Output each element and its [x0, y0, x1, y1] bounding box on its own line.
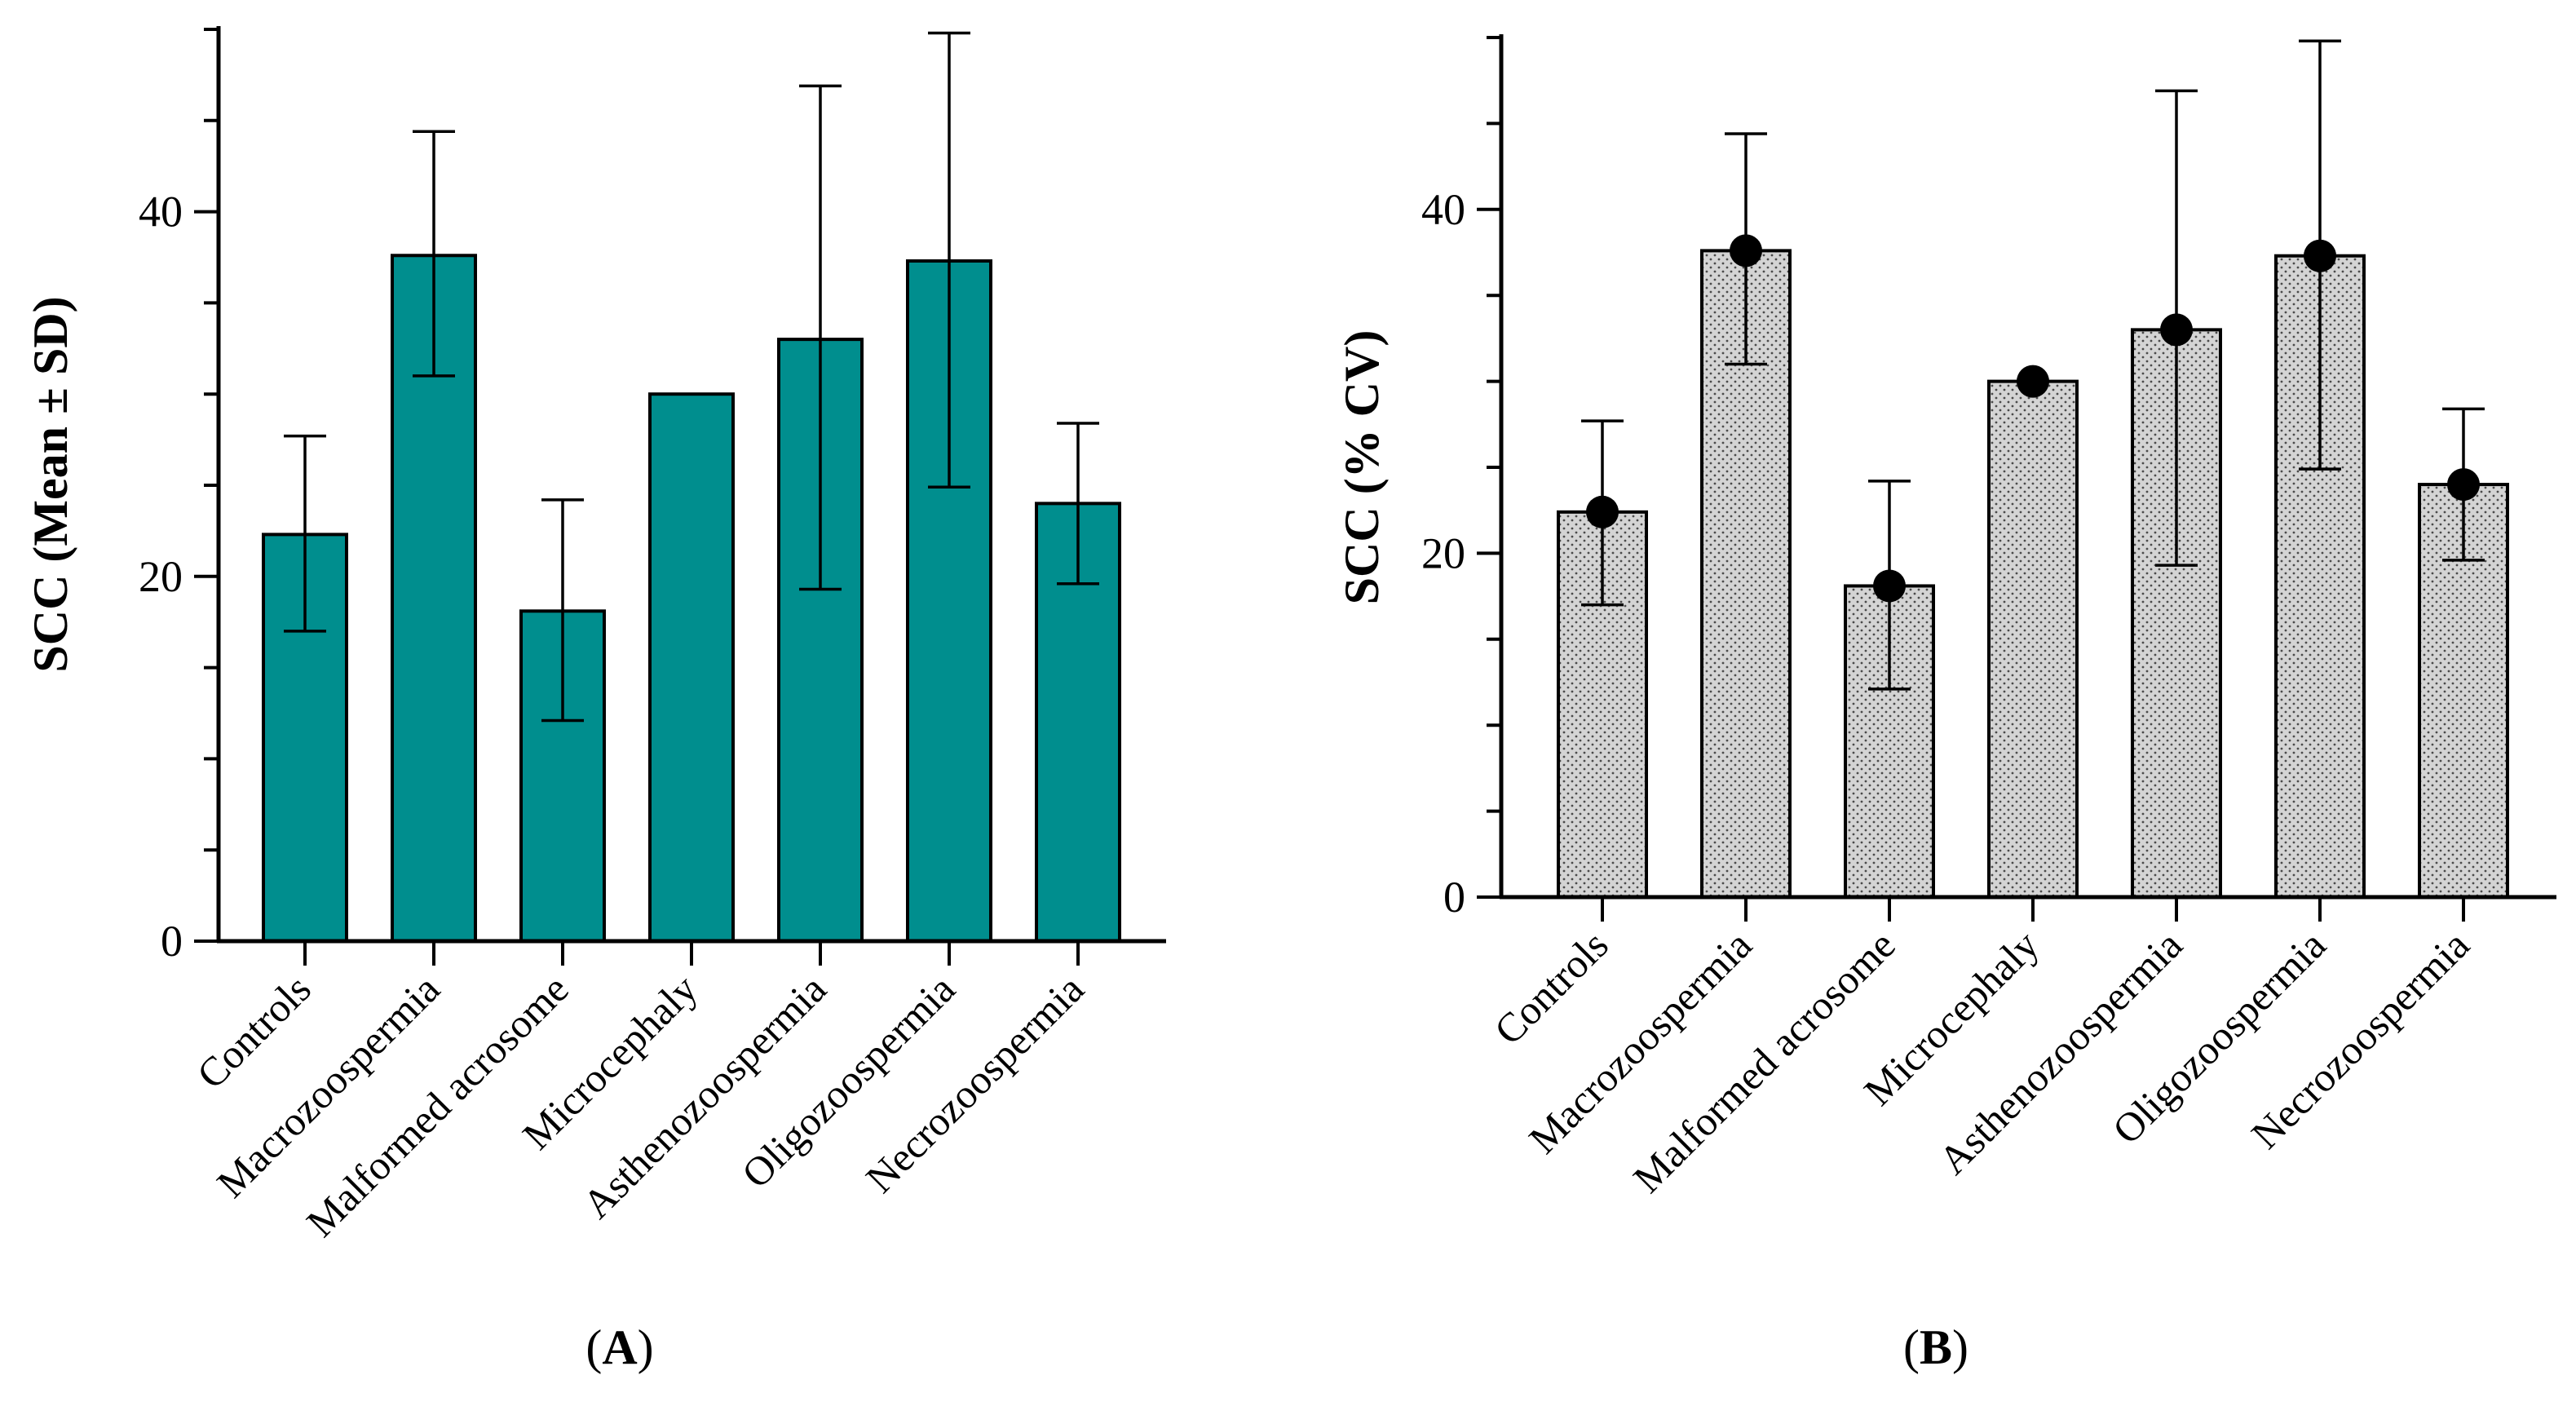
panel-label: (B) [1903, 1320, 1968, 1374]
y-tick-label: 0 [161, 917, 183, 966]
panel-label-close-paren: ) [1952, 1320, 1968, 1374]
mean-point [2447, 468, 2480, 502]
y-tick-label: 20 [139, 552, 183, 601]
panel-label-open-paren: ( [1903, 1320, 1920, 1374]
error-bar [928, 31, 970, 489]
bar [648, 392, 735, 943]
category-label: Macrozoospermia [208, 966, 448, 1206]
category-label: Asthenozoospermia [573, 966, 834, 1227]
panel-label-letter: A [602, 1320, 637, 1374]
error-bar [1057, 422, 1099, 586]
error-bar [541, 498, 584, 723]
mean-point [1586, 495, 1619, 528]
category-label: Asthenozoospermia [1929, 922, 2190, 1183]
mean-point [2160, 313, 2193, 347]
y-tick-label: 0 [1443, 873, 1465, 922]
mean-point [2017, 365, 2049, 398]
y-axis-title: SCC (% CV) [1335, 330, 1389, 605]
category-label: Controls [188, 966, 319, 1097]
panel-label-close-paren: ) [638, 1320, 654, 1374]
category-label: Malformed acrosome [1624, 922, 1904, 1201]
mean-point [1873, 569, 1906, 603]
mean-point [2304, 239, 2336, 272]
category-label: Necrozoospermia [857, 966, 1093, 1201]
bar [1987, 379, 2079, 900]
panel-label-letter: B [1920, 1320, 1952, 1374]
y-tick-label: 40 [139, 188, 183, 237]
y-tick-label: 40 [1421, 185, 1465, 234]
y-tick-label: 20 [1421, 528, 1465, 577]
panel-label: (A) [585, 1320, 653, 1374]
error-bar [284, 434, 326, 633]
y-axis-title: SCC (Mean ± SD) [24, 296, 77, 672]
error-bar [799, 84, 842, 591]
error-bar [413, 130, 455, 378]
panel-label-open-paren: ( [585, 1320, 602, 1374]
mean-point [1730, 234, 1762, 267]
category-label: Controls [1485, 922, 1616, 1053]
